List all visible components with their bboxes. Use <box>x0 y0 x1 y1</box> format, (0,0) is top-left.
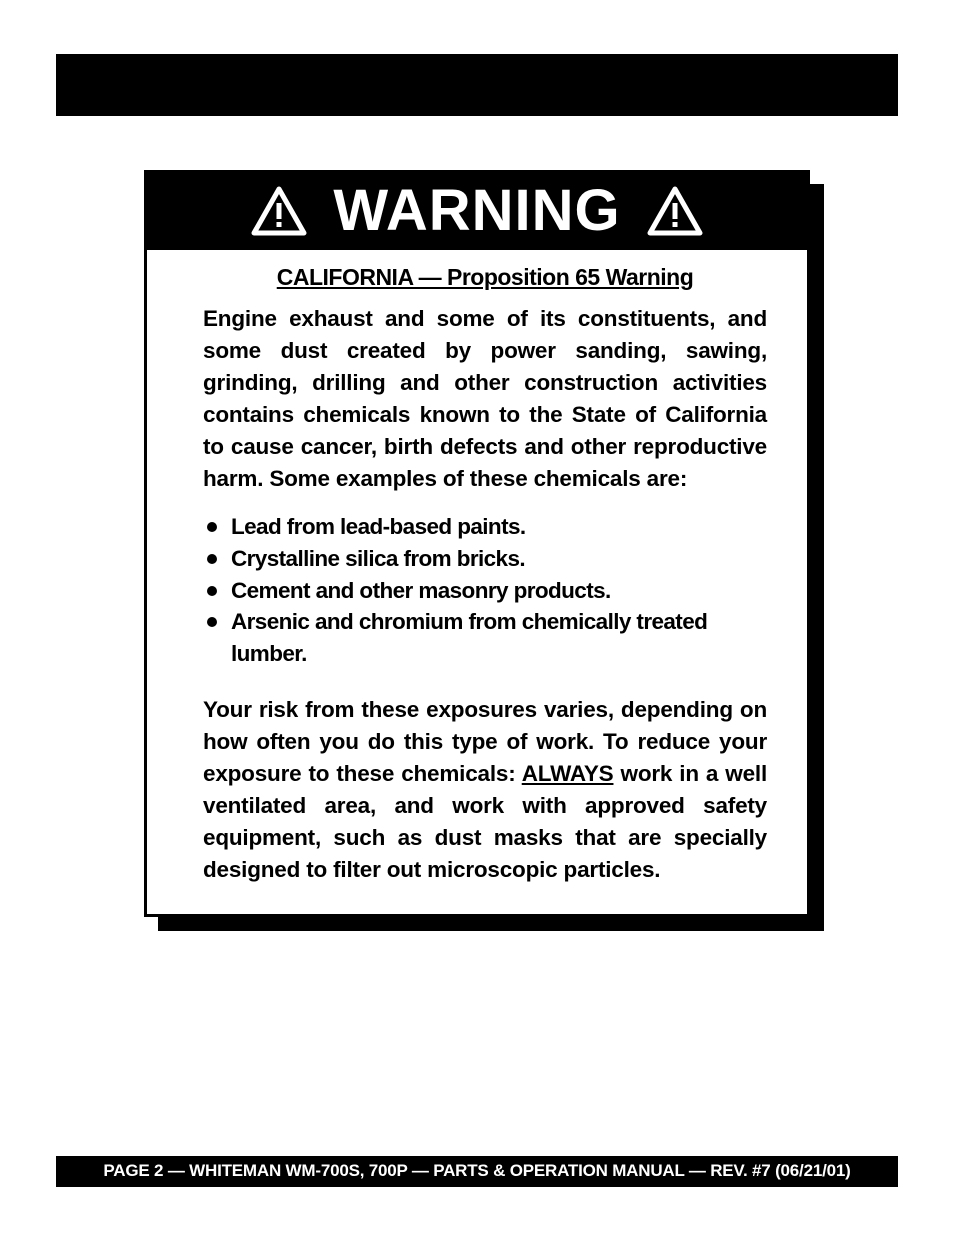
list-item: Crystalline silica from bricks. <box>203 543 767 575</box>
list-item: Arsenic and chromium from chemically tre… <box>203 606 767 670</box>
warning-triangle-icon <box>647 186 703 236</box>
warning-box: WARNING CALIFORNIA — Proposition 65 Warn… <box>144 170 810 917</box>
warning-paragraph-2: Your risk from these exposures varies, d… <box>203 694 767 886</box>
para2-always: ALWAYS <box>522 761 614 786</box>
top-black-bar <box>56 54 898 116</box>
warning-panel: WARNING CALIFORNIA — Proposition 65 Warn… <box>144 170 810 917</box>
warning-bullet-list: Lead from lead-based paints. Crystalline… <box>203 511 767 671</box>
warning-header: WARNING <box>147 173 807 250</box>
warning-triangle-icon <box>251 186 307 236</box>
page-footer: PAGE 2 — WHITEMAN WM-700S, 700P — PARTS … <box>56 1156 898 1187</box>
warning-title: WARNING <box>333 177 620 244</box>
list-item: Lead from lead-based paints. <box>203 511 767 543</box>
warning-body: CALIFORNIA — Proposition 65 Warning Engi… <box>147 250 807 914</box>
warning-paragraph-1: Engine exhaust and some of its constitue… <box>203 303 767 495</box>
page: WARNING CALIFORNIA — Proposition 65 Warn… <box>0 0 954 1235</box>
warning-subtitle: CALIFORNIA — Proposition 65 Warning <box>203 264 767 291</box>
list-item: Cement and other masonry products. <box>203 575 767 607</box>
